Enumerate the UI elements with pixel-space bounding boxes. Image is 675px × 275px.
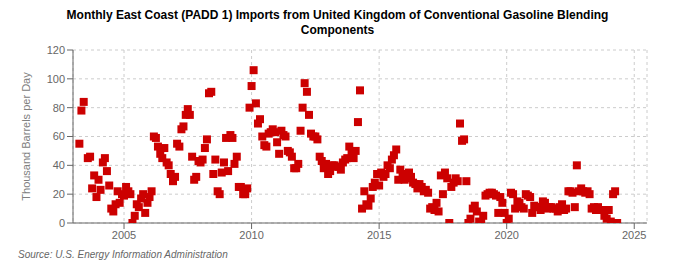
svg-text:60: 60 (53, 130, 65, 142)
svg-text:2005: 2005 (112, 229, 136, 241)
html-text:Source: U.S. Energy Informatio: Source: U.S. Energy Information Administ… (18, 249, 228, 260)
svg-text:100: 100 (47, 73, 65, 85)
svg-text:Thousand Barrels per Day: Thousand Barrels per Day (20, 72, 32, 201)
svg-text:80: 80 (53, 102, 65, 114)
svg-text:120: 120 (47, 44, 65, 56)
svg-text:2025: 2025 (622, 229, 646, 241)
html-text:Monthly East Coast (PADD 1) Im: Monthly East Coast (PADD 1) Imports from… (66, 8, 609, 22)
svg-text:2020: 2020 (494, 229, 518, 241)
svg-text:0: 0 (59, 217, 65, 229)
svg-text:2010: 2010 (239, 229, 263, 241)
svg-text:40: 40 (53, 159, 65, 171)
svg-text:20: 20 (53, 188, 65, 200)
svg-text:2015: 2015 (367, 229, 391, 241)
html-text:Components: Components (300, 23, 375, 37)
